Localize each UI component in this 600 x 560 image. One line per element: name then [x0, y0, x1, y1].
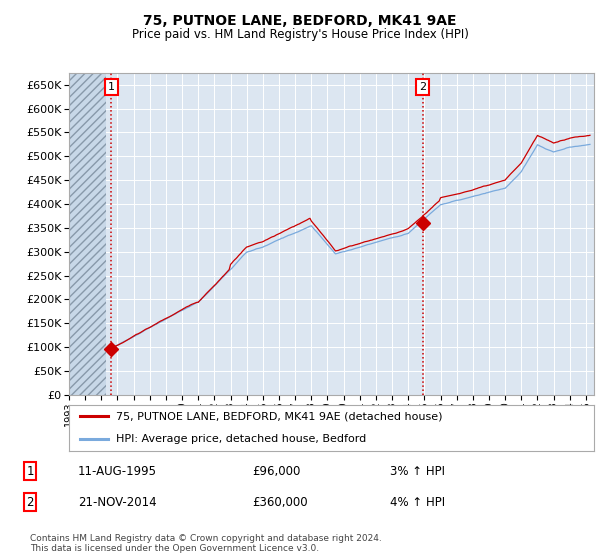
- Text: 1: 1: [26, 465, 34, 478]
- Text: Price paid vs. HM Land Registry's House Price Index (HPI): Price paid vs. HM Land Registry's House …: [131, 28, 469, 41]
- Text: £96,000: £96,000: [252, 465, 301, 478]
- Text: 11-AUG-1995: 11-AUG-1995: [78, 465, 157, 478]
- Text: 75, PUTNOE LANE, BEDFORD, MK41 9AE: 75, PUTNOE LANE, BEDFORD, MK41 9AE: [143, 14, 457, 28]
- Text: 4% ↑ HPI: 4% ↑ HPI: [390, 496, 445, 508]
- Text: 75, PUTNOE LANE, BEDFORD, MK41 9AE (detached house): 75, PUTNOE LANE, BEDFORD, MK41 9AE (deta…: [116, 412, 443, 421]
- Text: 3% ↑ HPI: 3% ↑ HPI: [390, 465, 445, 478]
- Text: £360,000: £360,000: [252, 496, 308, 508]
- Text: 2: 2: [419, 82, 427, 92]
- Text: 1: 1: [108, 82, 115, 92]
- Bar: [69, 73, 106, 395]
- Text: Contains HM Land Registry data © Crown copyright and database right 2024.
This d: Contains HM Land Registry data © Crown c…: [30, 534, 382, 553]
- Text: 21-NOV-2014: 21-NOV-2014: [78, 496, 157, 508]
- Text: 2: 2: [26, 496, 34, 508]
- Text: HPI: Average price, detached house, Bedford: HPI: Average price, detached house, Bedf…: [116, 435, 367, 444]
